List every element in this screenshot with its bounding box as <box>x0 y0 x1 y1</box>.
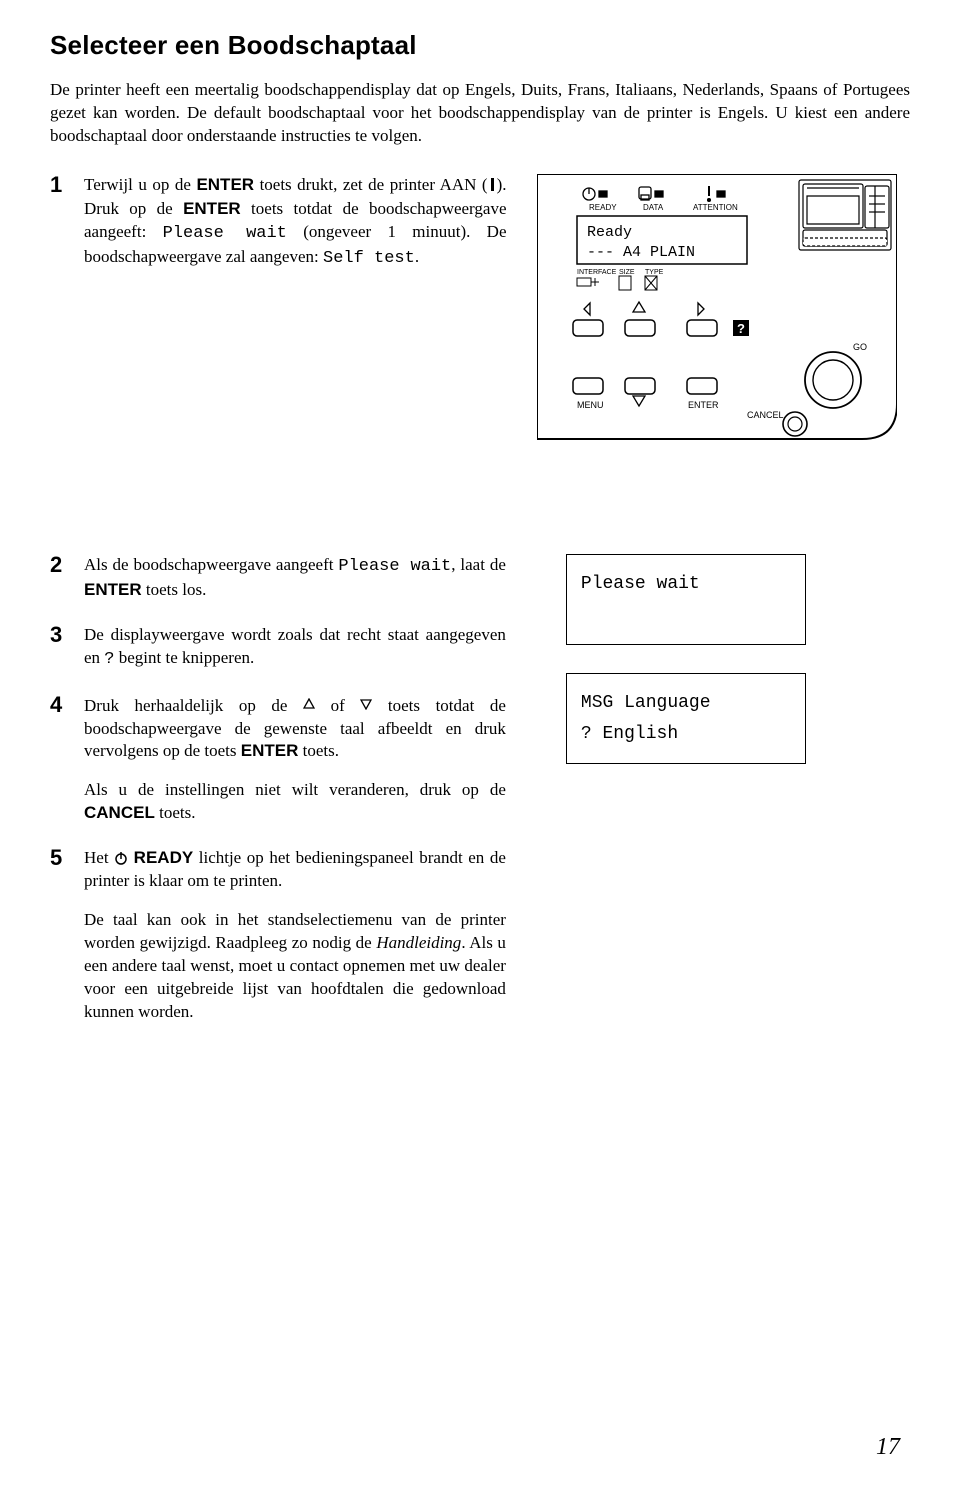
help-icon: ? <box>737 321 745 336</box>
step-2-body: Als de boodschapweergave aangeeft Please… <box>84 554 506 602</box>
text: of <box>315 696 360 715</box>
led-attention-label: ATTENTION <box>693 203 738 212</box>
step-5: 5 Het READY lichtje op het bedieningspan… <box>50 847 506 1024</box>
key-cancel: CANCEL <box>84 803 155 822</box>
icon-type-label: TYPE <box>645 269 664 276</box>
text: begint te knipperen. <box>115 648 255 667</box>
icon-interface-label: INTERFACE <box>577 269 617 276</box>
lower-row: 2 Als de boodschapweergave aangeeft Plea… <box>50 554 910 1046</box>
upper-row: 1 Terwijl u op de ENTER toets drukt, zet… <box>50 174 910 444</box>
step-number-3: 3 <box>50 624 70 672</box>
left-col-upper: 1 Terwijl u op de ENTER toets drukt, zet… <box>50 174 507 293</box>
key-enter: ENTER <box>183 199 241 218</box>
text: Als de boodschapweergave aangeeft <box>84 555 338 574</box>
icon-size-label: SIZE <box>619 269 635 276</box>
btn-menu-label: MENU <box>577 400 604 410</box>
step-2: 2 Als de boodschapweergave aangeeft Plea… <box>50 554 506 602</box>
step-3-body: De displayweergave wordt zoals dat recht… <box>84 624 506 672</box>
manual-ref: Handleiding <box>376 933 461 952</box>
left-col-lower: 2 Als de boodschapweergave aangeeft Plea… <box>50 554 506 1046</box>
page-title: Selecteer een Boodschaptaal <box>50 30 910 61</box>
lcd-line2: --- A4 PLAIN <box>587 244 695 261</box>
text: toets. <box>298 741 339 760</box>
key-enter: ENTER <box>241 741 299 760</box>
step-number-4: 4 <box>50 694 70 826</box>
step-5-p2: De taal kan ook in het standselectiemenu… <box>84 909 506 1024</box>
text: Terwijl u op de <box>84 175 196 194</box>
lcd-box-please-wait: Please wait <box>566 554 806 645</box>
text: toets los. <box>142 580 207 599</box>
panel-container: READY DATA ATTENTION Ready --- A4 PLAIN … <box>537 174 911 444</box>
right-col-lower: Please wait MSG Language ? English <box>536 554 910 792</box>
lcd-text: Please wait <box>581 569 791 600</box>
step-number-2: 2 <box>50 554 70 602</box>
btn-go-label: GO <box>853 342 867 352</box>
btn-enter-label: ENTER <box>688 400 719 410</box>
step-5-body: Het READY lichtje op het bedieningspanee… <box>84 847 506 1024</box>
led-ready-label: READY <box>589 203 617 212</box>
step-1-body: Terwijl u op de ENTER toets drukt, zet d… <box>84 174 507 271</box>
lcd-box-msg-language: MSG Language ? English <box>566 673 806 764</box>
step-number-5: 5 <box>50 847 70 1024</box>
triangle-up-icon <box>303 694 315 717</box>
mono-text: Please wait <box>163 224 287 243</box>
step-4-body: Druk herhaaldelijk op de of toets totdat… <box>84 694 506 826</box>
text: toets. <box>155 803 196 822</box>
text: Druk herhaaldelijk op de <box>84 696 303 715</box>
step-number-1: 1 <box>50 174 70 271</box>
step-4: 4 Druk herhaaldelijk op de of toets totd… <box>50 694 506 826</box>
text: Als u de instellingen niet wilt verander… <box>84 780 506 799</box>
text: , laat de <box>451 555 506 574</box>
triangle-down-icon <box>360 694 372 717</box>
step-3: 3 De displayweergave wordt zoals dat rec… <box>50 624 506 672</box>
power-on-icon <box>488 175 497 198</box>
lcd-text: ? English <box>581 719 791 750</box>
text: Het <box>84 848 114 867</box>
key-enter: ENTER <box>196 175 254 194</box>
lcd-line1: Ready <box>587 224 632 241</box>
page-number: 17 <box>876 1434 900 1461</box>
step-4-p2: Als u de instellingen niet wilt verander… <box>84 779 506 825</box>
key-ready: READY <box>134 848 194 867</box>
step-1: 1 Terwijl u op de ENTER toets drukt, zet… <box>50 174 507 271</box>
ready-led-inline-icon <box>114 848 128 867</box>
mono-text: ? <box>104 650 114 669</box>
mono-text: Please wait <box>338 557 451 576</box>
text: . <box>415 247 419 266</box>
printer-panel-diagram: READY DATA ATTENTION Ready --- A4 PLAIN … <box>537 174 897 444</box>
key-enter: ENTER <box>84 580 142 599</box>
intro-paragraph: De printer heeft een meertalig boodschap… <box>50 79 910 148</box>
led-data-label: DATA <box>643 203 664 212</box>
btn-cancel-label: CANCEL <box>747 410 784 420</box>
mono-text: Self test <box>323 249 415 268</box>
lcd-text: MSG Language <box>581 688 791 719</box>
text: toets drukt, zet de printer AAN ( <box>254 175 488 194</box>
